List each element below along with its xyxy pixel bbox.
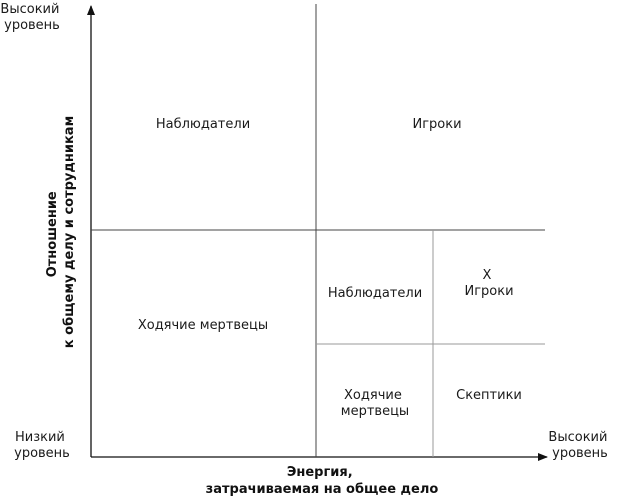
subquadrant-label-skeptics: Скептики xyxy=(456,388,522,403)
x-axis-low-label: Низкий уровень xyxy=(14,430,70,461)
subquadrant-label-walking-dead: Ходячие мертвецы xyxy=(341,388,409,419)
x-axis-high-label: Высокий уровень xyxy=(548,430,611,461)
y-axis-title: Отношение к общему делу и сотрудникам xyxy=(45,116,77,348)
y-axis-high-label: Высокий уровень xyxy=(0,2,63,33)
quadrant-label-players: Игроки xyxy=(412,117,461,132)
x-axis-title: Энергия, затрачиваемая на общее дело xyxy=(206,465,439,497)
subquadrant-label-observers: Наблюдатели xyxy=(328,286,422,301)
subquadrant-label-players: X Игроки xyxy=(464,268,513,299)
quadrant-label-observers: Наблюдатели xyxy=(156,117,250,132)
quadrant-label-walking-dead: Ходячие мертвецы xyxy=(138,318,268,333)
